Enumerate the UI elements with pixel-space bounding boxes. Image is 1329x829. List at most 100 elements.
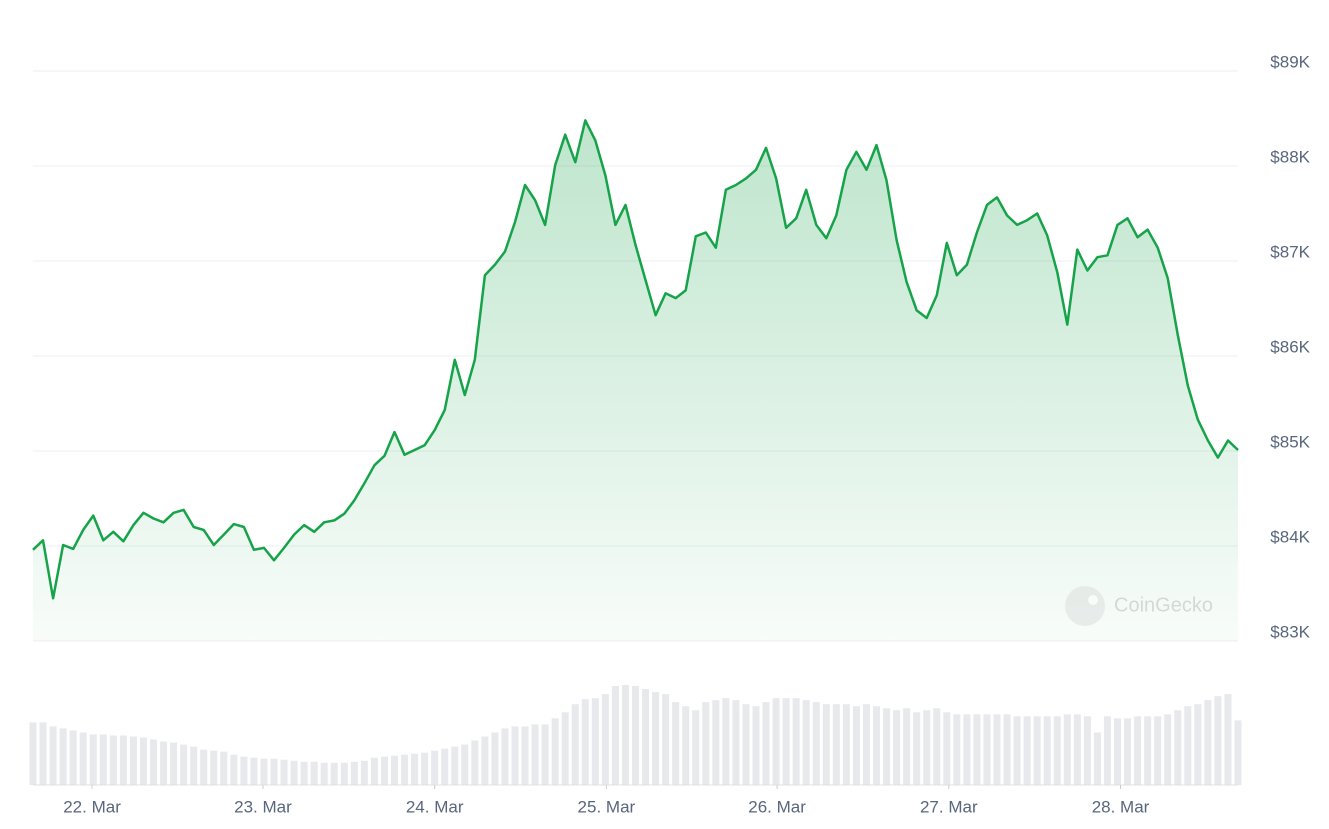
volume-bar [421, 752, 429, 785]
volume-bar [340, 762, 348, 785]
volume-bar [461, 744, 469, 785]
volume-bar [260, 758, 268, 785]
volume-bar [933, 708, 941, 785]
volume-bar [642, 689, 650, 785]
volume-bar [1083, 716, 1091, 785]
volume-bar [561, 712, 569, 785]
volume-bar [1134, 716, 1142, 785]
y-tick-label: $84K [1270, 527, 1310, 546]
volume-bar [1224, 694, 1232, 785]
volume-bar [401, 754, 409, 785]
volume-bar [1023, 716, 1031, 785]
volume-bar [471, 740, 479, 785]
volume-bar [1003, 714, 1011, 785]
volume-bar [160, 741, 168, 785]
volume-bar [732, 700, 740, 785]
volume-bar [1194, 704, 1202, 785]
volume-bar [129, 736, 137, 785]
volume-bar [39, 722, 47, 785]
volume-bar [481, 736, 489, 785]
volume-bar [69, 730, 77, 785]
y-tick-label: $86K [1270, 337, 1310, 356]
y-tick-label: $88K [1270, 147, 1310, 166]
y-tick-label: $87K [1270, 242, 1310, 261]
volume-bar [1113, 718, 1122, 785]
volume-bar [872, 706, 881, 785]
volume-bar [832, 704, 840, 785]
volume-bar [852, 706, 860, 785]
volume-bar [591, 698, 599, 785]
volume-bar [89, 734, 97, 785]
volume-bar [1234, 720, 1242, 785]
volume-bar [621, 685, 629, 785]
volume-bar [190, 746, 198, 785]
volume-bar [109, 735, 117, 785]
volume-bar [752, 706, 760, 785]
y-tick-label: $83K [1270, 622, 1310, 641]
volume-bar [883, 708, 891, 785]
volume-bar [973, 714, 981, 785]
volume-bar [923, 710, 931, 785]
volume-bar [802, 700, 810, 785]
volume-bar [390, 755, 399, 785]
price-line [32, 119, 1239, 600]
volume-bar [913, 712, 921, 785]
volume-bar [963, 714, 971, 785]
volume-bar [280, 759, 288, 785]
watermark-eye [1088, 595, 1098, 605]
volume-bar [431, 750, 439, 785]
volume-bar [842, 704, 850, 785]
volume-bar [441, 748, 449, 785]
volume-bar [511, 726, 519, 785]
volume-bar [250, 757, 258, 785]
volume-bar [330, 762, 338, 785]
volume-bar [370, 757, 378, 785]
volume-bar [702, 702, 710, 785]
x-tick-label: 23. Mar [234, 797, 292, 816]
volume-bar [601, 694, 609, 785]
volume-bar [521, 726, 529, 785]
x-tick-label: 24. Mar [406, 797, 464, 816]
volume-bar [943, 712, 951, 785]
volume-bar [360, 760, 368, 785]
volume-bar [983, 714, 991, 785]
volume-bar [1124, 718, 1132, 785]
volume-bar [149, 739, 158, 785]
volume-bar [893, 710, 901, 785]
volume-bar [59, 728, 67, 785]
volume-bar [611, 686, 619, 785]
volume-bar [631, 686, 640, 785]
volume-bar [672, 702, 680, 785]
volume-bar [1174, 710, 1182, 785]
volume-bar [1093, 732, 1101, 785]
volume-bar [581, 699, 589, 785]
volume-bar [99, 734, 107, 785]
volume-bar [903, 708, 911, 785]
volume-bar [210, 750, 218, 785]
axis-labels: $83K $84K $85K $86K $87K $88K $89K 22. Mar 23. M… [63, 52, 1310, 816]
watermark-logo [1065, 586, 1105, 626]
volume-bar [993, 714, 1001, 785]
volume-bar [692, 710, 700, 785]
volume-bar [822, 704, 830, 785]
volume-bar [1214, 696, 1222, 785]
volume-bar [712, 700, 720, 785]
x-tick-label: 28. Mar [1092, 797, 1150, 816]
volume-bar [29, 722, 37, 785]
volume-bar [1154, 716, 1162, 785]
volume-bar [79, 732, 87, 785]
volume-bar [451, 746, 459, 785]
volume-bar [240, 756, 248, 785]
volume-bar [320, 762, 328, 785]
volume-bar [310, 761, 318, 785]
x-tick-label: 26. Mar [748, 797, 806, 816]
volume-bar [742, 704, 750, 785]
price-area [33, 120, 1238, 641]
volume-bar [170, 742, 178, 785]
volume-bar [812, 702, 820, 785]
volume-bar [1073, 714, 1081, 785]
volume-bar [541, 724, 549, 785]
volume-bar [652, 692, 660, 785]
watermark-text: CoinGecko [1114, 594, 1213, 616]
